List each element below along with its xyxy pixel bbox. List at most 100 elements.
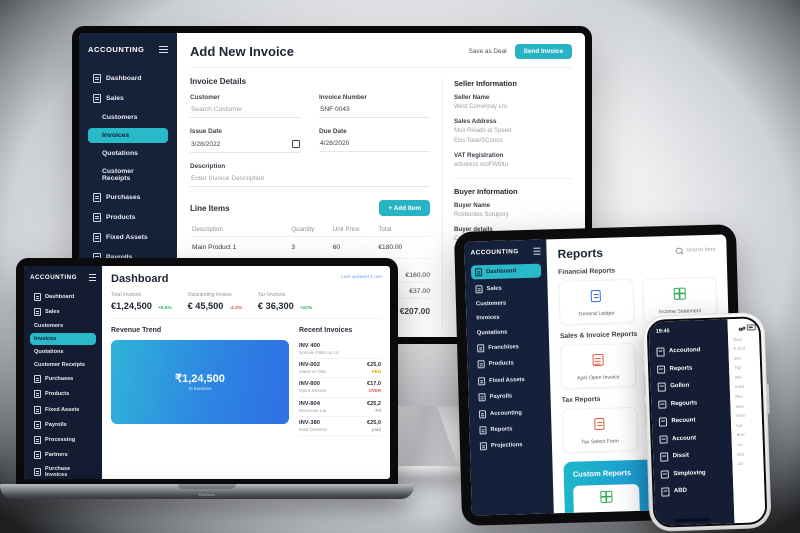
menu-item[interactable]: Account [659,433,724,444]
sidebar-item[interactable]: Partners [30,448,96,462]
menu-item[interactable]: Recount [658,415,724,427]
sidebar-item-label: Sales [45,308,60,315]
sidebar-item[interactable]: Customers [88,110,168,125]
sidebar-item[interactable]: Sales [471,280,541,296]
report-card-tax-form[interactable]: Tax Select Form [561,406,638,454]
sidebar-item[interactable]: Customers [472,296,542,310]
sidebar-item-label: Quotations [476,329,508,337]
buyer-info-heading: Buyer Information [454,187,518,197]
search-icon [675,247,683,255]
sidebar-item[interactable]: Fixed Assets [30,403,96,417]
revenue-trend-chart[interactable]: ₹1,24,500 In Invoices [111,339,289,424]
document-icon [660,469,669,479]
document-icon [93,74,101,83]
issue-date-input[interactable]: 3/28/2022 [190,138,301,153]
document-icon [34,375,41,384]
sidebar-item[interactable]: Sales [88,90,168,107]
search-input[interactable]: Search here [675,246,716,255]
invoice-list-item[interactable]: INV 400 Sunrise Flats on t.d [299,340,381,359]
invoice-number-label: Invoice Number [319,94,367,101]
sidebar-item-label: Payrolls [45,421,67,428]
sidebar-item-label: Customer Receipts [102,168,134,182]
sidebar-item[interactable]: Dashboard [30,290,96,304]
sidebar-item[interactable]: Sales [30,305,96,319]
section-heading: Financial Reports [558,267,616,277]
menu-item[interactable]: Regourts [658,398,723,409]
menu-item[interactable]: Reports [656,363,722,374]
sidebar-item[interactable]: Purchase Invoices [30,463,96,479]
laptop: ACCOUNTING Dashboard Sales Customers [0,258,414,499]
menu-item[interactable]: Simploving [660,468,726,479]
report-card-open-invoice[interactable]: April Open Invoice [560,342,636,390]
sidebar-item[interactable]: Dashboard [88,70,168,87]
document-icon [478,409,487,418]
sidebar-item-label: Products [45,391,70,398]
menu-item[interactable]: Gollon [657,380,723,392]
sidebar-item[interactable]: Customer Receipts [30,359,96,371]
line-item-row[interactable]: Main Product 1 3 60 €180.00 [190,237,430,259]
sidebar-item[interactable]: Fixed Assets [88,229,168,246]
sidebar-item[interactable]: Quotations [88,146,168,161]
sidebar-item[interactable]: Purchases [30,373,96,387]
sidebar-item[interactable]: Customers [30,320,96,332]
customer-input[interactable]: Search Customer [190,104,301,118]
divider [454,178,572,180]
sidebar-item[interactable]: Projections [476,438,546,454]
document-icon [479,442,488,451]
sidebar-item[interactable]: Invoices [88,128,168,143]
hamburger-menu-icon[interactable] [89,276,96,279]
sidebar-item[interactable]: Invoices [472,311,542,325]
sidebar-item[interactable]: Products [88,209,168,226]
invoice-list-item[interactable]: INV-002 Oasis or Odo €25,0 PEN [299,359,381,379]
menu-item[interactable]: Dissit [660,450,725,462]
list-report-icon [592,353,604,367]
revenue-trend-heading: Revenue Trend [111,326,162,334]
sidebar-item-label: Customer Receipts [34,362,85,369]
send-invoice-button[interactable]: Send Invoice [514,44,572,59]
invoice-list-item[interactable]: INV-800 Open Stream €17,0 OVER [299,378,381,398]
sidebar-item[interactable]: Invoices [30,333,96,345]
app-brand: ACCOUNTING [470,248,519,257]
info-field: VAT Registration edsoress oroFW6ttu [454,151,509,168]
due-date-input[interactable]: 4/28/2020 [319,138,430,152]
document-icon [93,213,101,222]
sidebar-item[interactable]: Quotations [473,325,543,339]
sidebar-item[interactable]: Payrolls [30,418,96,432]
sidebar-item[interactable]: Products [30,388,96,402]
sidebar-item[interactable]: Customer Receipts [88,164,168,186]
calendar-icon[interactable] [292,140,300,148]
sidebar-item[interactable]: Fixed Assets [474,372,544,388]
sidebar-item[interactable]: Purchases [88,189,168,206]
page-title: Dashboard [111,273,169,285]
report-card-general-ledger[interactable]: General Ledger [558,279,635,326]
sidebar-item-label: Products [488,360,514,368]
phone-content-peek: Doni € 10,2 INV Tigr INV-outst Rev Wav Ores tod B… [727,318,766,524]
invoice-list-item[interactable]: INV-380 East Doestrul €25,0 paid [299,417,381,437]
document-icon [477,344,485,353]
save-as-deal-button[interactable]: Save as Deal [468,48,507,55]
sidebar-item[interactable]: Reports [475,421,545,437]
document-icon [34,292,41,301]
sidebar-item[interactable]: Accounting [475,405,545,421]
sidebar-item[interactable]: Quotations [30,346,96,358]
hamburger-menu-icon[interactable] [159,48,168,51]
sidebar-item[interactable]: Products [473,356,543,372]
add-item-button[interactable]: + Add Item [379,200,430,216]
app-brand: ACCOUNTING [30,274,77,281]
menu-item[interactable]: ABD [661,485,726,497]
sidebar-item[interactable]: Dashboard [470,263,542,280]
invoice-list-item[interactable]: INV-804 Recoroso Lta €25,2 Pd [299,398,381,417]
last-updated-link[interactable]: Last updated 1 min [341,275,382,280]
document-icon [656,364,665,374]
sidebar-item[interactable]: Franchises [473,339,543,355]
delta-badge: +22% [299,305,313,311]
custom-report-card[interactable] [573,483,640,514]
sidebar-item[interactable]: Payrolls [474,389,544,405]
sidebar-item[interactable]: Processing [30,433,96,447]
description-input[interactable]: Enter Invoice Description [190,173,430,187]
sidebar-item-label: Processing [45,436,76,443]
menu-item[interactable]: Accoutond [656,345,721,357]
hamburger-menu-icon[interactable] [533,250,541,252]
invoice-number-input[interactable]: SNF 0043 [319,104,430,118]
menu-item-label: Gollon [670,382,690,390]
